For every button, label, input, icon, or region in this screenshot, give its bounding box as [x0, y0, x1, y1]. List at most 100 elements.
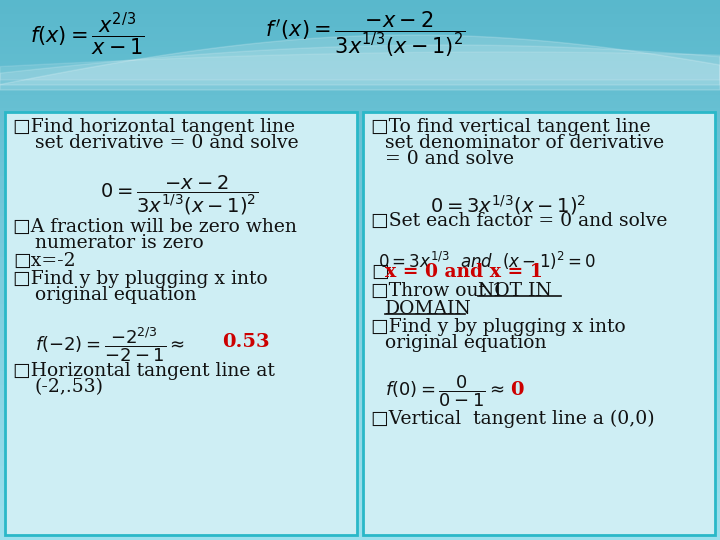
Bar	[0, 94, 720, 102]
Bar	[0, 513, 720, 519]
Bar	[0, 297, 720, 303]
Bar	[0, 230, 720, 237]
Text: set denominator of derivative: set denominator of derivative	[385, 134, 664, 152]
Bar	[0, 74, 720, 81]
Text: NOT IN: NOT IN	[478, 282, 552, 300]
Bar	[0, 249, 720, 256]
Bar	[0, 162, 720, 168]
Bar	[0, 222, 720, 230]
Text: $f(0)=\dfrac{0}{0-1}\approx$: $f(0)=\dfrac{0}{0-1}\approx$	[385, 373, 505, 409]
Bar	[0, 256, 720, 263]
Text: 0.53: 0.53	[222, 333, 269, 351]
Bar	[0, 465, 720, 472]
Bar	[0, 115, 720, 122]
Bar	[0, 87, 720, 94]
Bar	[0, 351, 720, 357]
Bar	[0, 432, 720, 438]
Bar	[0, 438, 720, 445]
Bar	[0, 189, 720, 195]
Bar	[0, 384, 720, 391]
Bar	[0, 519, 720, 526]
Text: □Horizontal tangent line at: □Horizontal tangent line at	[13, 362, 275, 380]
Bar	[0, 27, 720, 33]
Bar	[0, 47, 720, 54]
Bar	[0, 141, 720, 149]
Bar	[0, 411, 720, 418]
Bar	[0, 418, 720, 426]
Bar	[0, 405, 720, 411]
Bar	[0, 216, 720, 222]
Bar	[0, 338, 720, 345]
Bar	[0, 183, 720, 189]
Bar	[0, 176, 720, 183]
Text: numerator is zero: numerator is zero	[35, 234, 204, 252]
Text: □To find vertical tangent line: □To find vertical tangent line	[371, 118, 651, 136]
Bar	[0, 310, 720, 317]
Bar	[0, 148, 720, 156]
Bar	[0, 202, 720, 209]
Bar	[0, 156, 720, 162]
Text: □Find y by plugging x into: □Find y by plugging x into	[13, 270, 268, 288]
Bar	[0, 122, 720, 128]
Bar	[0, 364, 720, 372]
Bar	[0, 81, 720, 87]
Bar	[0, 372, 720, 378]
Text: □x=-2: □x=-2	[13, 252, 76, 270]
Bar	[0, 128, 720, 135]
Bar	[0, 500, 720, 507]
Text: □Vertical  tangent line a (0,0): □Vertical tangent line a (0,0)	[371, 410, 654, 428]
Bar	[0, 446, 720, 453]
Bar	[0, 534, 720, 540]
Bar	[0, 459, 720, 465]
Bar	[0, 243, 720, 249]
Bar	[0, 399, 720, 405]
Bar	[0, 492, 720, 500]
Bar	[0, 108, 720, 115]
Bar	[0, 486, 720, 492]
Bar	[0, 20, 720, 27]
Bar	[0, 480, 720, 486]
Text: $0=3x^{1/3}\ \ \mathit{and}\ \ (x-1)^{2}=0$: $0=3x^{1/3}\ \ \mathit{and}\ \ (x-1)^{2}…	[378, 250, 596, 272]
Text: (-2,.53): (-2,.53)	[35, 378, 104, 396]
Text: $f\,'(x)=\dfrac{-x-2}{3x^{1/3}(x-1)^{2}}$: $f\,'(x)=\dfrac{-x-2}{3x^{1/3}(x-1)^{2}}…	[265, 10, 465, 59]
Bar	[0, 135, 720, 141]
Bar	[0, 426, 720, 432]
Bar	[0, 33, 720, 40]
Bar	[0, 291, 720, 297]
Bar	[0, 14, 720, 20]
Bar	[0, 317, 720, 324]
Text: $0=3x^{1/3}\left(x-1\right)^{2}$: $0=3x^{1/3}\left(x-1\right)^{2}$	[430, 193, 586, 217]
Text: □Find horizontal tangent line: □Find horizontal tangent line	[13, 118, 295, 136]
Bar	[0, 195, 720, 202]
Bar	[0, 526, 720, 534]
Bar	[0, 209, 720, 216]
Bar	[0, 40, 720, 47]
Bar	[0, 54, 720, 60]
Text: 0: 0	[510, 381, 523, 399]
Bar	[0, 392, 720, 399]
Bar	[0, 60, 720, 68]
Bar	[0, 345, 720, 351]
Text: = 0 and solve: = 0 and solve	[385, 150, 514, 168]
Text: $f(x)=\dfrac{x^{2/3}}{x-1}$: $f(x)=\dfrac{x^{2/3}}{x-1}$	[30, 10, 145, 58]
Bar	[0, 6, 720, 14]
Bar	[0, 237, 720, 243]
Bar	[0, 324, 720, 330]
Bar	[0, 378, 720, 384]
Bar	[0, 0, 720, 6]
Text: □Find y by plugging x into: □Find y by plugging x into	[371, 318, 626, 336]
Bar	[0, 472, 720, 480]
Bar	[0, 453, 720, 459]
Text: DOMAIN: DOMAIN	[385, 300, 472, 318]
FancyBboxPatch shape	[5, 112, 357, 535]
Bar	[0, 303, 720, 310]
Text: □Throw out 1: □Throw out 1	[371, 282, 510, 300]
Bar	[0, 263, 720, 270]
Bar	[0, 68, 720, 74]
Bar	[0, 270, 720, 276]
Bar	[0, 168, 720, 176]
Text: □Set each factor = 0 and solve: □Set each factor = 0 and solve	[371, 212, 667, 230]
Text: set derivative = 0 and solve: set derivative = 0 and solve	[35, 134, 299, 152]
FancyBboxPatch shape	[363, 112, 715, 535]
Bar	[0, 330, 720, 338]
